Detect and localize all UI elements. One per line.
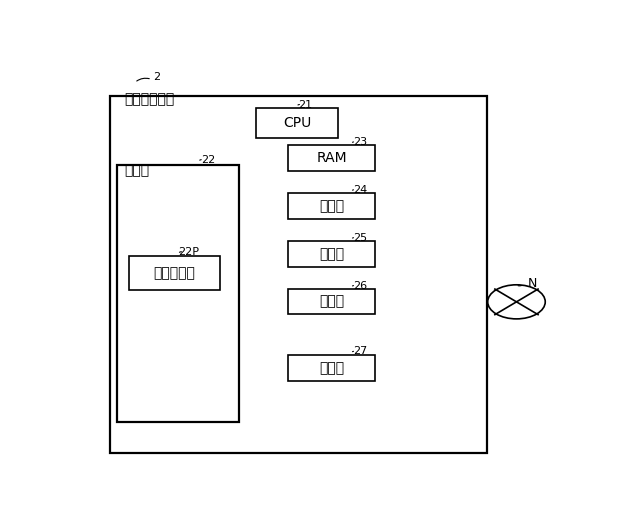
Text: 27: 27 bbox=[353, 346, 367, 356]
Text: 携帯端末装置: 携帯端末装置 bbox=[125, 92, 175, 106]
Bar bbox=[288, 241, 375, 267]
Text: 21: 21 bbox=[299, 100, 313, 110]
Text: 受信部: 受信部 bbox=[319, 361, 344, 375]
Text: 25: 25 bbox=[353, 233, 367, 243]
Text: CPU: CPU bbox=[283, 116, 311, 130]
Bar bbox=[288, 193, 375, 219]
Bar bbox=[117, 164, 239, 422]
Bar bbox=[288, 289, 375, 315]
Ellipse shape bbox=[488, 285, 545, 319]
Text: 表示部: 表示部 bbox=[319, 247, 344, 261]
Text: 22: 22 bbox=[201, 155, 215, 165]
Text: プログラム: プログラム bbox=[154, 266, 195, 280]
Bar bbox=[256, 108, 338, 138]
Text: 入力部: 入力部 bbox=[319, 199, 344, 213]
Text: N: N bbox=[527, 277, 537, 290]
Text: 26: 26 bbox=[353, 280, 367, 290]
Bar bbox=[110, 96, 486, 453]
Text: 2: 2 bbox=[154, 72, 161, 82]
Text: 24: 24 bbox=[353, 185, 367, 195]
Text: RAM: RAM bbox=[316, 151, 347, 165]
Text: 記憶部: 記憶部 bbox=[125, 163, 150, 177]
Bar bbox=[288, 355, 375, 380]
Text: 22P: 22P bbox=[178, 247, 198, 257]
Bar bbox=[129, 256, 220, 290]
Text: 通信部: 通信部 bbox=[319, 295, 344, 309]
Text: 23: 23 bbox=[353, 137, 367, 147]
Bar bbox=[288, 145, 375, 171]
